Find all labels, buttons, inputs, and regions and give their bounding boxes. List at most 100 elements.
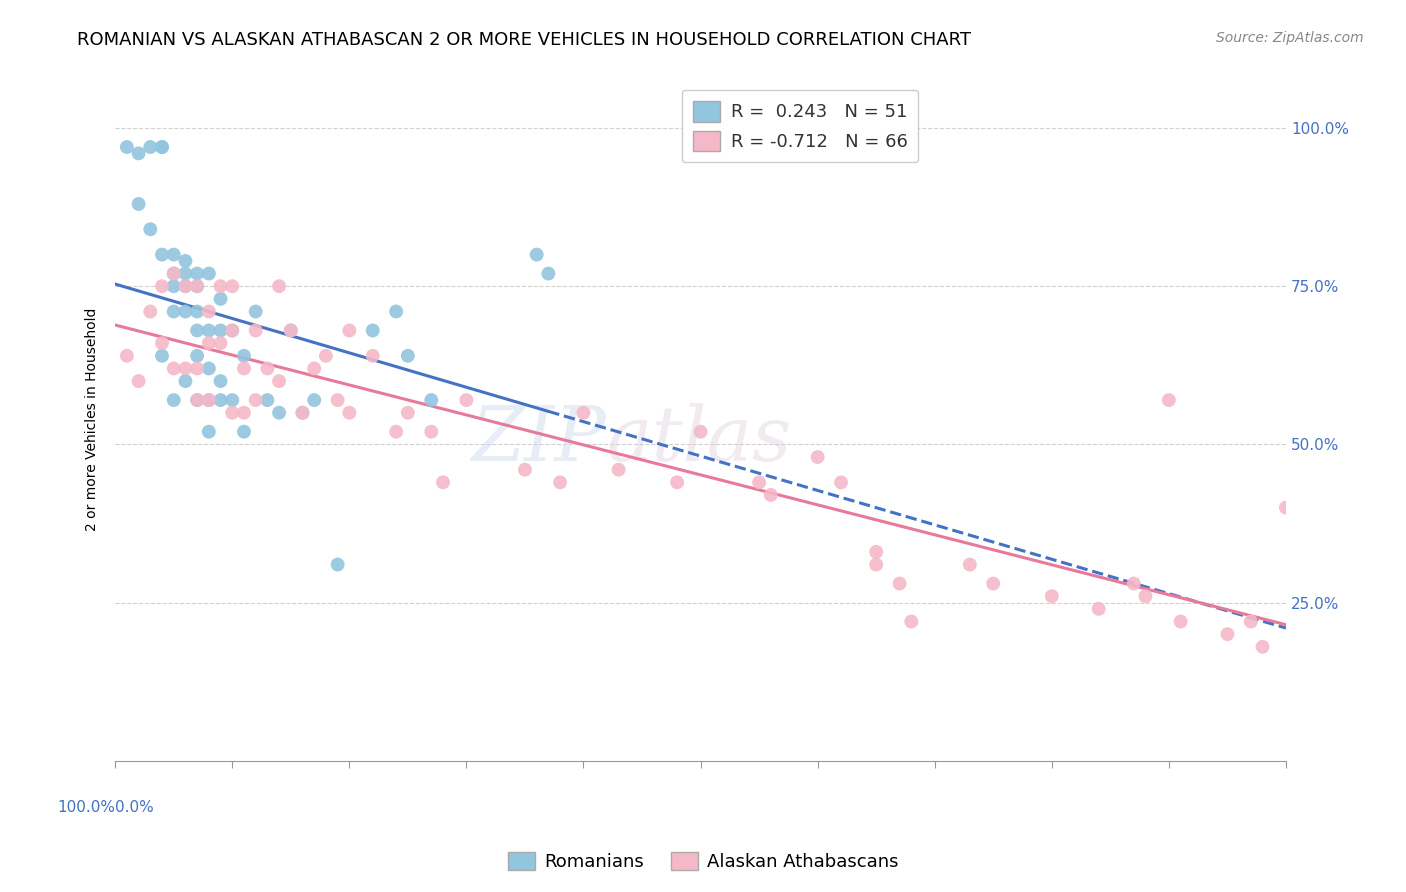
Point [1040,589,1063,603]
Point [432,475,454,490]
Point [128,146,150,161]
Point [337,406,360,420]
Point [198,393,221,408]
Point [221,324,243,338]
Point [280,324,302,338]
Point [198,361,221,376]
Text: atlas: atlas [607,402,793,476]
Point [513,463,536,477]
Point [174,374,197,388]
Point [128,374,150,388]
Point [209,336,232,351]
Point [139,140,162,154]
Point [981,576,1004,591]
Point [150,140,173,154]
Point [689,425,711,439]
Point [396,349,419,363]
Point [115,140,138,154]
Point [150,247,173,261]
Point [233,425,256,439]
Point [526,247,548,261]
Point [233,406,256,420]
Text: Source: ZipAtlas.com: Source: ZipAtlas.com [1216,31,1364,45]
Point [150,349,173,363]
Point [1251,640,1274,654]
Point [291,406,314,420]
Point [315,349,337,363]
Point [1275,500,1298,515]
Point [174,304,197,318]
Point [302,361,325,376]
Point [209,393,232,408]
Legend: Romanians, Alaskan Athabascans: Romanians, Alaskan Athabascans [501,845,905,879]
Point [361,324,384,338]
Point [256,361,278,376]
Point [198,304,221,318]
Point [174,279,197,293]
Point [221,324,243,338]
Point [548,475,571,490]
Point [150,279,173,293]
Point [1157,393,1180,408]
Point [267,406,290,420]
Point [163,304,186,318]
Text: 100.0%: 100.0% [58,799,115,814]
Point [186,361,208,376]
Point [865,558,887,572]
Point [209,324,232,338]
Point [291,406,314,420]
Point [174,253,197,268]
Point [280,324,302,338]
Point [889,576,911,591]
Point [174,279,197,293]
Point [267,279,290,293]
Point [139,222,162,236]
Point [245,393,267,408]
Point [186,279,208,293]
Point [163,393,186,408]
Point [537,267,560,281]
Point [150,336,173,351]
Point [396,406,419,420]
Point [900,615,922,629]
Point [361,349,384,363]
Point [326,558,349,572]
Point [186,304,208,318]
Point [209,292,232,306]
Point [1240,615,1263,629]
Point [1122,576,1144,591]
Point [420,393,443,408]
Point [163,279,186,293]
Point [420,425,443,439]
Point [186,324,208,338]
Point [666,475,689,490]
Point [163,247,186,261]
Point [748,475,770,490]
Point [163,267,186,281]
Point [245,324,267,338]
Point [198,324,221,338]
Point [221,406,243,420]
Point [959,558,981,572]
Point [198,425,221,439]
Point [221,279,243,293]
Point [186,267,208,281]
Point [1170,615,1192,629]
Point [186,393,208,408]
Point [385,425,408,439]
Point [163,267,186,281]
Point [186,349,208,363]
Point [607,463,630,477]
Legend: R =  0.243   N = 51, R = -0.712   N = 66: R = 0.243 N = 51, R = -0.712 N = 66 [682,90,918,162]
Point [221,393,243,408]
Point [256,393,278,408]
Point [385,304,408,318]
Point [128,197,150,211]
Point [163,361,186,376]
Point [456,393,478,408]
Point [572,406,595,420]
Point [830,475,852,490]
Point [150,140,173,154]
Point [115,349,138,363]
Point [1087,602,1109,616]
